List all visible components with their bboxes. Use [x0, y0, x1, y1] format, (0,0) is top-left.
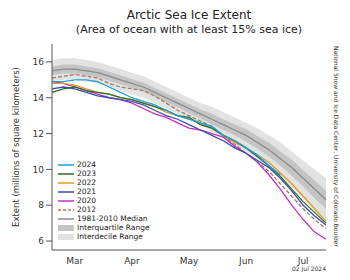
html-text:2023: 2023	[77, 169, 97, 178]
html-text:1981-2010 Median: 1981-2010 Median	[77, 214, 148, 223]
html-text:2022: 2022	[77, 178, 97, 187]
svg-text:Jun: Jun	[238, 256, 253, 266]
html-text:2012: 2012	[77, 205, 97, 214]
html-text:National Snow and Ice Data Cen: National Snow and Ice Data Center, Unive…	[333, 46, 340, 247]
html-text:Interdecile Range: Interdecile Range	[77, 232, 143, 241]
svg-text:14: 14	[33, 93, 45, 103]
svg-text:Extent (millions of square kil: Extent (millions of square kilometers)	[11, 67, 21, 227]
html-text:(Area of ocean with at least 1: (Area of ocean with at least 15% sea ice…	[75, 23, 303, 36]
html-text:2020: 2020	[77, 196, 97, 205]
html-text:02 Jul 2024: 02 Jul 2024	[292, 265, 326, 272]
svg-text:6: 6	[38, 236, 44, 246]
html-text:2021: 2021	[77, 187, 97, 196]
html-text:Interquartile Range: Interquartile Range	[77, 223, 150, 232]
html-text:2024: 2024	[77, 160, 97, 169]
svg-text:16: 16	[33, 57, 45, 67]
svg-text:Apr: Apr	[124, 256, 140, 266]
svg-text:10: 10	[33, 165, 45, 175]
svg-text:Jul: Jul	[297, 256, 309, 266]
svg-text:8: 8	[38, 200, 44, 210]
html-text:Arctic Sea Ice Extent: Arctic Sea Ice Extent	[126, 8, 252, 22]
svg-text:12: 12	[33, 129, 44, 139]
svg-text:Mar: Mar	[66, 256, 83, 266]
svg-text:May: May	[180, 256, 199, 266]
